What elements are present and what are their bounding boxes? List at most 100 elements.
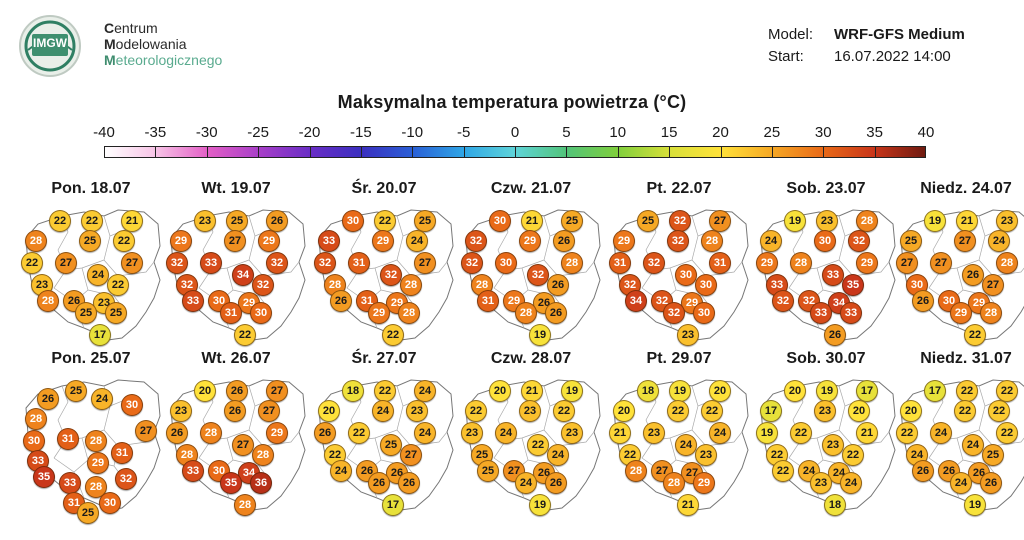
temperature-marker: 33 bbox=[59, 472, 81, 494]
temperature-marker: 30 bbox=[695, 274, 717, 296]
temperature-marker: 21 bbox=[856, 422, 878, 444]
model-info: Model: WRF-GFS Medium Start: 16.07.2022 14… bbox=[768, 24, 965, 68]
day-map: Czw. 28.07 20 21 19 22 23 22 23 24 23 22 25 24 25 27 26… bbox=[458, 350, 604, 520]
temperature-marker: 20 bbox=[194, 380, 216, 402]
temperature-marker: 33 bbox=[182, 460, 204, 482]
temperature-marker: 26 bbox=[37, 388, 59, 410]
temperature-marker: 31 bbox=[220, 302, 242, 324]
temperature-marker: 27 bbox=[135, 420, 157, 442]
day-label: Niedz. 31.07 bbox=[920, 350, 1012, 367]
temperature-marker: 19 bbox=[784, 210, 806, 232]
temperature-marker: 22 bbox=[988, 400, 1010, 422]
scale-label: -20 bbox=[298, 124, 321, 141]
temperature-marker: 17 bbox=[924, 380, 946, 402]
day-map: Niedz. 31.07 17 22 22 20 22 22 22 24 22 24 24 25 26 26… bbox=[893, 350, 1024, 520]
temperature-marker: 18 bbox=[637, 380, 659, 402]
temperature-marker: 29 bbox=[613, 230, 635, 252]
temperature-marker: 36 bbox=[250, 472, 272, 494]
temperature-marker: 20 bbox=[613, 400, 635, 422]
temperature-marker: 24 bbox=[709, 422, 731, 444]
temperature-marker: 26 bbox=[545, 472, 567, 494]
temperature-marker: 24 bbox=[988, 230, 1010, 252]
temperature-marker: 22 bbox=[465, 400, 487, 422]
temperature-marker: 32 bbox=[667, 230, 689, 252]
temperature-marker: 26 bbox=[545, 302, 567, 324]
temperature-marker: 22 bbox=[842, 444, 864, 466]
scale-label: 0 bbox=[510, 124, 520, 141]
temperature-marker: 32 bbox=[527, 264, 549, 286]
temperature-marker: 32 bbox=[252, 274, 274, 296]
temperature-marker: 30 bbox=[342, 210, 364, 232]
temperature-marker: 19 bbox=[756, 422, 778, 444]
temperature-marker: 31 bbox=[709, 252, 731, 274]
day-map: Wt. 19.07 23 25 26 29 27 29 32 33 32 34 32 32 33 30 29 3… bbox=[163, 180, 309, 350]
day-label: Śr. 27.07 bbox=[351, 350, 417, 367]
temperature-marker: 21 bbox=[956, 210, 978, 232]
temperature-marker: 33 bbox=[200, 252, 222, 274]
org-line-1: Centrum bbox=[104, 20, 158, 36]
day-label: Czw. 28.07 bbox=[490, 350, 572, 367]
temperature-marker: 19 bbox=[964, 494, 986, 516]
day-label: Pt. 22.07 bbox=[646, 180, 712, 197]
temperature-marker: 24 bbox=[87, 264, 109, 286]
day-label: Pon. 18.07 bbox=[51, 180, 131, 197]
temperature-marker: 32 bbox=[465, 230, 487, 252]
color-scale-labels: -40 -35 -30 -25 -20 -15 -10 -5 0 5 10 15 20 25 30 35 40 bbox=[0, 124, 1024, 144]
temperature-marker: 23 bbox=[822, 434, 844, 456]
temperature-marker: 20 bbox=[900, 400, 922, 422]
temperature-marker: 23 bbox=[677, 324, 699, 346]
temperature-marker: 28 bbox=[701, 230, 723, 252]
temperature-marker: 24 bbox=[962, 434, 984, 456]
day-label: Wt. 26.07 bbox=[201, 350, 271, 367]
scale-label: 25 bbox=[763, 124, 781, 141]
temperature-marker: 24 bbox=[330, 460, 352, 482]
temperature-marker: 25 bbox=[65, 380, 87, 402]
temperature-marker: 24 bbox=[414, 380, 436, 402]
temperature-marker: 31 bbox=[609, 252, 631, 274]
temperature-marker: 28 bbox=[25, 408, 47, 430]
temperature-marker: 22 bbox=[701, 400, 723, 422]
temperature-marker: 26 bbox=[368, 472, 390, 494]
temperature-marker: 30 bbox=[814, 230, 836, 252]
temperature-marker: 23 bbox=[519, 400, 541, 422]
temperature-marker: 29 bbox=[693, 472, 715, 494]
temperature-marker: 29 bbox=[87, 452, 109, 474]
temperature-marker: 31 bbox=[57, 428, 79, 450]
temperature-marker: 26 bbox=[224, 400, 246, 422]
temperature-marker: 27 bbox=[121, 252, 143, 274]
temperature-marker: 27 bbox=[414, 252, 436, 274]
temperature-marker: 29 bbox=[258, 230, 280, 252]
temperature-marker: 24 bbox=[675, 434, 697, 456]
scale-label: -35 bbox=[144, 124, 167, 141]
temperature-marker: 28 bbox=[398, 302, 420, 324]
temperature-marker: 23 bbox=[695, 444, 717, 466]
temperature-marker: 18 bbox=[824, 494, 846, 516]
temperature-marker: 22 bbox=[954, 400, 976, 422]
scale-label: 15 bbox=[660, 124, 678, 141]
temperature-marker: 28 bbox=[625, 460, 647, 482]
temperature-marker: 22 bbox=[964, 324, 986, 346]
temperature-marker: 32 bbox=[266, 252, 288, 274]
temperature-marker: 35 bbox=[220, 472, 242, 494]
temperature-marker: 32 bbox=[848, 230, 870, 252]
temperature-marker: 22 bbox=[374, 210, 396, 232]
temperature-marker: 19 bbox=[816, 380, 838, 402]
temperature-marker: 20 bbox=[709, 380, 731, 402]
temperature-marker: 19 bbox=[529, 324, 551, 346]
scale-label: -25 bbox=[247, 124, 269, 141]
day-map: Śr. 27.07 18 22 24 20 24 23 26 22 24 25 22 27 24 26 26 2… bbox=[311, 350, 457, 520]
temperature-marker: 25 bbox=[105, 302, 127, 324]
temperature-marker: 27 bbox=[232, 434, 254, 456]
model-label: Model: bbox=[768, 26, 814, 43]
temperature-marker: 21 bbox=[609, 422, 631, 444]
temperature-marker: 23 bbox=[561, 422, 583, 444]
start-label: Start: bbox=[768, 48, 804, 65]
temperature-marker: 22 bbox=[896, 422, 918, 444]
temperature-marker: 26 bbox=[266, 210, 288, 232]
temperature-marker: 27 bbox=[258, 400, 280, 422]
scale-label: -40 bbox=[93, 124, 115, 141]
temperature-marker: 22 bbox=[382, 324, 404, 346]
day-label: Sob. 23.07 bbox=[786, 180, 866, 197]
temperature-marker: 26 bbox=[824, 324, 846, 346]
temperature-marker: 32 bbox=[619, 274, 641, 296]
